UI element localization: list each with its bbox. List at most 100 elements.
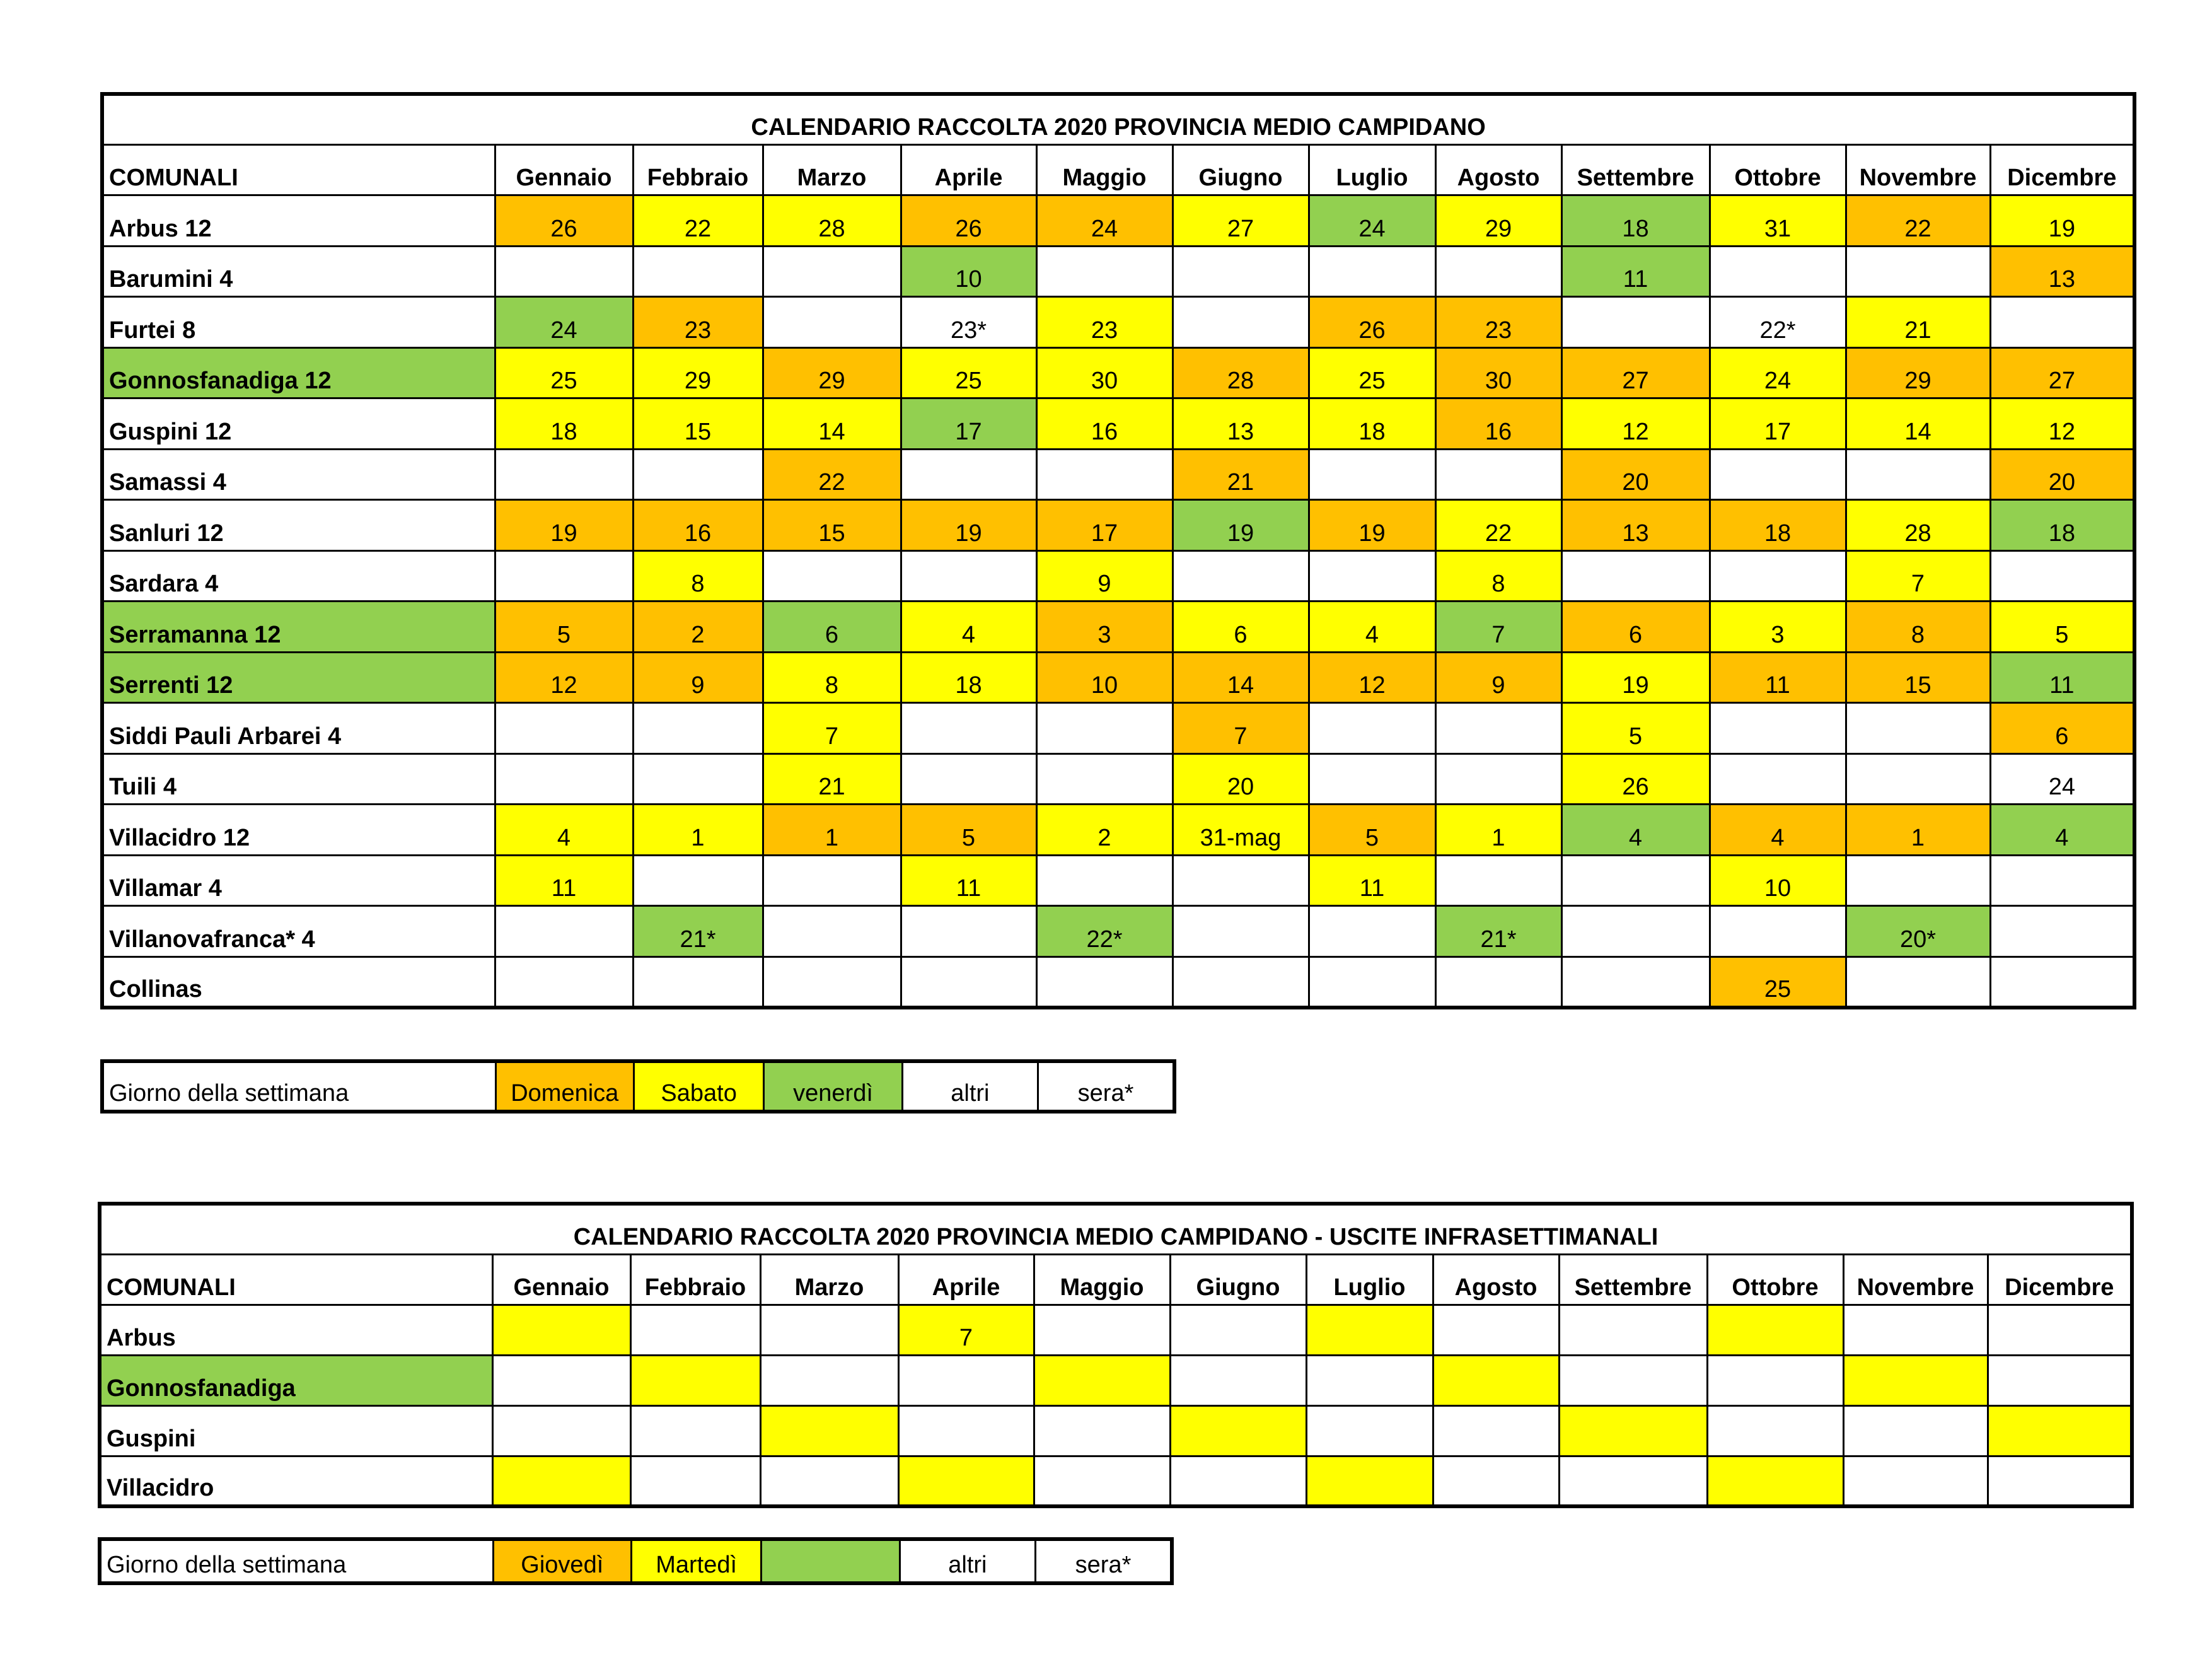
date-cell (1989, 549, 2136, 602)
column-header-comunali: COMUNALI (98, 1253, 494, 1306)
midweek-collection-table: CALENDARIO RACCOLTA 2020 PROVINCIA MEDIO… (98, 1202, 2134, 1508)
municipality-name: Villamar 4 (101, 854, 496, 907)
date-cell: 3 (1708, 600, 1847, 653)
date-cell (897, 1354, 1035, 1407)
table-row: Guspini (98, 1404, 2133, 1457)
date-cell: 7 (897, 1303, 1035, 1356)
date-cell: 25 (1307, 346, 1437, 399)
date-cell: 11 (1307, 854, 1437, 907)
date-cell: 4 (1989, 803, 2136, 856)
date-cell: 21* (632, 905, 764, 958)
date-cell (759, 1303, 900, 1356)
month-header: Ottobre (1708, 143, 1847, 196)
date-cell (1706, 1303, 1844, 1356)
date-cell (1842, 1303, 1989, 1356)
date-cell: 18 (900, 651, 1038, 704)
date-cell (1169, 1404, 1307, 1457)
date-cell (1307, 955, 1437, 1008)
date-cell (632, 702, 764, 755)
date-cell: 21 (761, 752, 902, 805)
date-cell: 4 (900, 600, 1038, 653)
date-cell: 15 (632, 397, 764, 450)
date-cell (1560, 549, 1711, 602)
date-cell: 15 (1844, 651, 1991, 704)
date-cell (1844, 245, 1991, 298)
date-cell: 12 (1560, 397, 1711, 450)
date-cell: 20 (1560, 448, 1711, 501)
month-header: Gennaio (491, 1253, 632, 1306)
legend-item: Sabato (632, 1060, 765, 1113)
date-cell (1307, 905, 1437, 958)
month-header: Febbraio (632, 143, 764, 196)
municipality-name: Barumini 4 (101, 245, 496, 298)
date-cell (632, 245, 764, 298)
date-cell: 22* (1708, 296, 1847, 349)
date-cell: 23 (1434, 296, 1563, 349)
date-cell: 19 (1560, 651, 1711, 704)
date-cell (1434, 955, 1563, 1008)
date-cell (1560, 854, 1711, 907)
date-cell (1708, 905, 1847, 958)
date-cell: 11 (494, 854, 634, 907)
month-header: Giugno (1171, 143, 1310, 196)
date-cell (1307, 448, 1437, 501)
municipality-name: Collinas (101, 955, 496, 1008)
date-cell: 16 (1035, 397, 1174, 450)
date-cell (900, 448, 1038, 501)
date-cell (1558, 1303, 1708, 1356)
date-cell: 9 (1035, 549, 1174, 602)
date-cell: 2 (1035, 803, 1174, 856)
date-cell: 1 (761, 803, 902, 856)
date-cell: 30 (1035, 346, 1174, 399)
date-cell: 28 (1844, 499, 1991, 552)
table-title: CALENDARIO RACCOLTA 2020 PROVINCIA MEDIO… (101, 93, 2136, 146)
date-cell: 8 (1844, 600, 1991, 653)
legend-item: venerdì (763, 1060, 903, 1113)
date-cell: 26 (900, 194, 1038, 247)
date-cell (1434, 245, 1563, 298)
date-cell (900, 752, 1038, 805)
legend-item: Domenica (494, 1060, 635, 1113)
date-cell: 20 (1989, 448, 2136, 501)
date-cell (491, 1354, 632, 1407)
date-cell: 27 (1171, 194, 1310, 247)
date-cell (1706, 1354, 1844, 1407)
date-cell: 17 (1708, 397, 1847, 450)
date-cell (632, 854, 764, 907)
date-cell: 3 (1035, 600, 1174, 653)
date-cell (1035, 752, 1174, 805)
date-cell: 20* (1844, 905, 1991, 958)
date-cell: 18 (1989, 499, 2136, 552)
date-cell: 11 (900, 854, 1038, 907)
date-cell: 4 (1708, 803, 1847, 856)
date-cell: 26 (1560, 752, 1711, 805)
date-cell (900, 702, 1038, 755)
date-cell (1171, 955, 1310, 1008)
date-cell (761, 955, 902, 1008)
date-cell: 6 (1171, 600, 1310, 653)
date-cell (761, 854, 902, 907)
date-cell (900, 905, 1038, 958)
date-cell (491, 1404, 632, 1457)
midweek-weekday-legend: Giorno della settimana Giovedì Martedì altr… (98, 1537, 1174, 1585)
date-cell: 26 (1307, 296, 1437, 349)
date-cell: 8 (761, 651, 902, 704)
date-cell (1986, 1354, 2133, 1407)
date-cell (761, 549, 902, 602)
date-cell: 24 (494, 296, 634, 349)
date-cell (1033, 1354, 1171, 1407)
municipality-name: Guspini 12 (101, 397, 496, 450)
date-cell: 22 (761, 448, 902, 501)
municipality-name: Villanovafranca* 4 (101, 905, 496, 958)
date-cell: 22 (1434, 499, 1563, 552)
municipality-name: Serrenti 12 (101, 651, 496, 704)
date-cell (759, 1455, 900, 1508)
date-cell: 9 (1434, 651, 1563, 704)
table-row: Sanluri 12 19 16 15 19 17 19 19 22 13 18 28 18 (101, 499, 2136, 552)
date-cell: 27 (1989, 346, 2136, 399)
municipality-name: Sardara 4 (101, 549, 496, 602)
date-cell (1307, 245, 1437, 298)
date-cell (1560, 955, 1711, 1008)
legend-item: sera* (1034, 1538, 1173, 1584)
month-header: Aprile (900, 143, 1038, 196)
